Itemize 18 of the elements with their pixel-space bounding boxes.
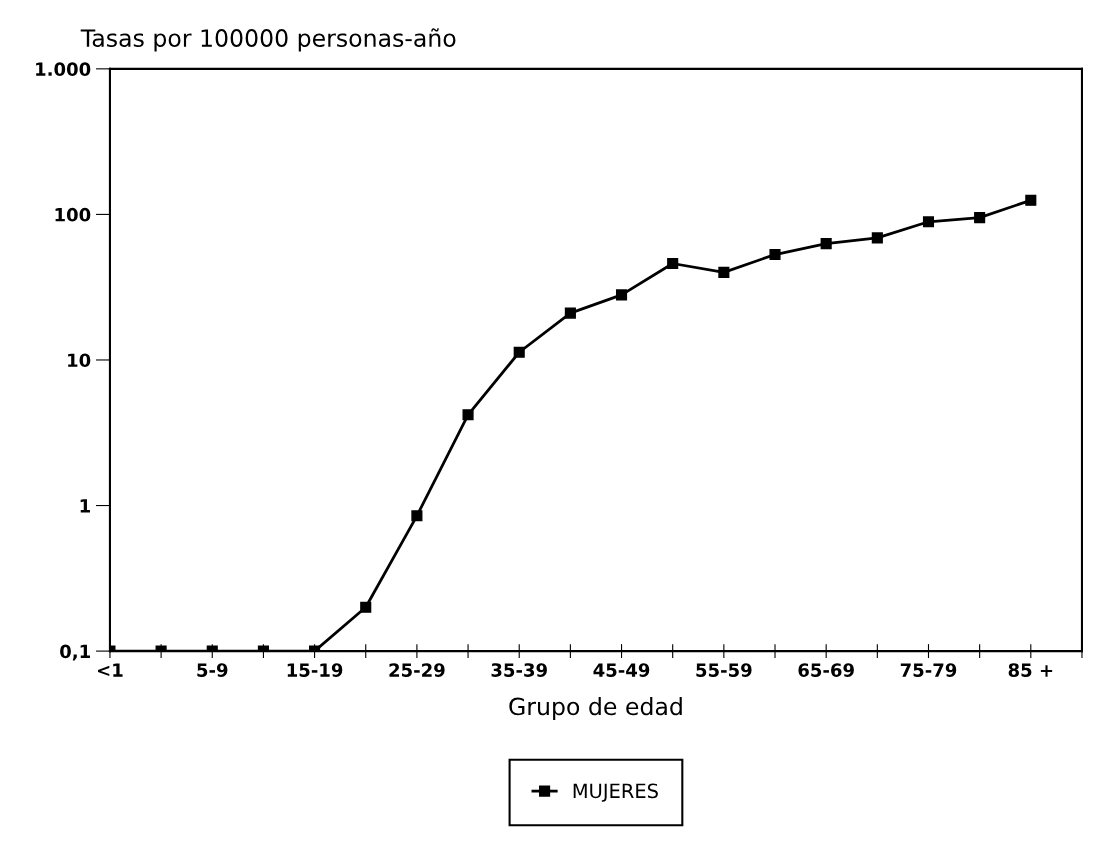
y-tick-label: 100 [55, 207, 91, 222]
legend-label: MUJERES [573, 783, 658, 802]
y-tick-label: 0,1 [60, 644, 90, 661]
chart-title: Tasas por 100000 personas-año [80, 28, 456, 52]
y-tick-label: 10 [68, 353, 91, 368]
x-tick-label: 55-59 [696, 663, 752, 677]
y-tick-label: 1 [80, 499, 90, 513]
x-axis-title: Grupo de edad [509, 697, 682, 720]
x-tick-label: 75-79 [900, 663, 957, 677]
x-tick-label: <1 [98, 663, 123, 677]
x-tick-label: 15-19 [287, 663, 343, 677]
x-tick-label: 25-29 [389, 663, 445, 677]
x-tick-label: 5-9 [197, 663, 228, 677]
x-tick-label: 35-39 [491, 663, 547, 677]
y-tick-label: 1.000 [36, 62, 91, 76]
x-tick-label: 85 + [1008, 663, 1053, 677]
x-tick-label: 65-69 [798, 663, 854, 677]
x-tick-label: 45-49 [593, 663, 650, 677]
